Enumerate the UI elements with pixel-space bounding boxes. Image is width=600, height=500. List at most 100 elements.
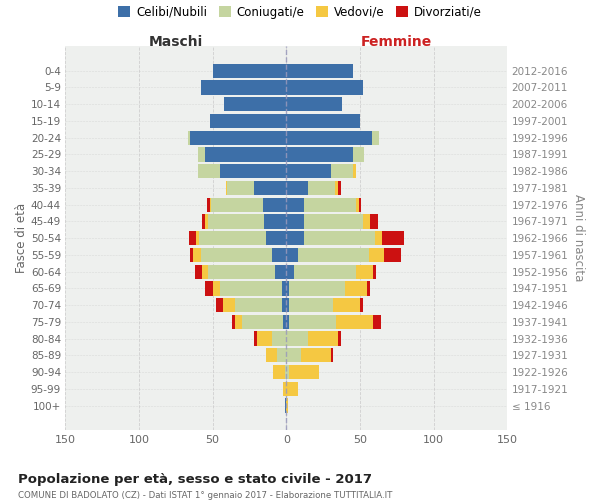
Bar <box>286 114 360 128</box>
Bar <box>353 164 356 178</box>
Bar <box>212 282 220 296</box>
Bar <box>207 198 209 212</box>
Bar <box>215 298 223 312</box>
Bar <box>198 148 205 162</box>
Bar <box>289 282 345 296</box>
Bar <box>282 282 286 296</box>
Legend: Celibi/Nubili, Coniugati/e, Vedovi/e, Divorziati/e: Celibi/Nubili, Coniugati/e, Vedovi/e, Di… <box>113 1 487 24</box>
Bar <box>232 315 235 329</box>
Bar <box>286 298 289 312</box>
Bar <box>193 248 201 262</box>
Bar <box>264 214 286 228</box>
Bar <box>289 315 337 329</box>
Bar <box>188 130 190 145</box>
Bar <box>286 97 343 112</box>
Bar <box>304 198 356 212</box>
Bar <box>359 198 361 212</box>
Bar <box>286 164 331 178</box>
Bar <box>272 248 286 262</box>
Y-axis label: Fasce di età: Fasce di età <box>15 203 28 273</box>
Bar <box>286 181 308 195</box>
Bar <box>266 231 286 246</box>
Text: COMUNE DI BADOLATO (CZ) - Dati ISTAT 1° gennaio 2017 - Elaborazione TUTTITALIA.I: COMUNE DI BADOLATO (CZ) - Dati ISTAT 1° … <box>18 491 392 500</box>
Bar <box>286 148 353 162</box>
Y-axis label: Anni di nascita: Anni di nascita <box>572 194 585 282</box>
Bar <box>286 398 288 412</box>
Bar <box>286 130 372 145</box>
Bar <box>372 130 379 145</box>
Bar <box>382 231 404 246</box>
Bar <box>283 315 286 329</box>
Bar <box>205 282 212 296</box>
Bar <box>272 332 286 345</box>
Bar <box>257 332 272 345</box>
Bar <box>289 365 319 379</box>
Text: Femmine: Femmine <box>361 35 433 49</box>
Text: Popolazione per età, sesso e stato civile - 2017: Popolazione per età, sesso e stato civil… <box>18 472 372 486</box>
Bar <box>373 264 376 279</box>
Bar <box>208 214 264 228</box>
Bar <box>199 231 266 246</box>
Bar <box>286 80 363 94</box>
Bar <box>201 248 272 262</box>
Bar <box>220 164 286 178</box>
Bar <box>209 114 286 128</box>
Bar <box>273 365 285 379</box>
Bar <box>254 181 286 195</box>
Bar <box>308 181 335 195</box>
Bar <box>201 80 286 94</box>
Bar <box>286 332 308 345</box>
Bar <box>286 264 293 279</box>
Bar <box>202 214 205 228</box>
Bar <box>338 181 341 195</box>
Bar <box>254 332 257 345</box>
Bar <box>383 248 401 262</box>
Bar <box>304 231 375 246</box>
Bar <box>286 198 304 212</box>
Bar <box>286 315 289 329</box>
Bar <box>308 332 338 345</box>
Bar <box>335 181 338 195</box>
Bar <box>367 282 370 296</box>
Bar <box>337 315 373 329</box>
Bar <box>226 181 227 195</box>
Bar <box>338 332 341 345</box>
Bar <box>285 398 286 412</box>
Bar <box>286 64 353 78</box>
Bar <box>345 282 367 296</box>
Bar <box>289 298 334 312</box>
Bar <box>360 298 363 312</box>
Bar <box>205 214 208 228</box>
Bar <box>353 148 364 162</box>
Bar <box>235 298 282 312</box>
Bar <box>286 214 304 228</box>
Bar <box>285 365 286 379</box>
Bar <box>373 315 380 329</box>
Bar <box>202 264 208 279</box>
Bar <box>208 264 275 279</box>
Bar <box>286 382 298 396</box>
Bar <box>189 231 196 246</box>
Bar <box>196 231 199 246</box>
Bar <box>277 348 286 362</box>
Bar <box>369 248 383 262</box>
Bar <box>356 264 373 279</box>
Bar <box>205 148 286 162</box>
Text: Maschi: Maschi <box>149 35 203 49</box>
Bar <box>266 348 277 362</box>
Bar <box>283 382 286 396</box>
Bar <box>242 315 283 329</box>
Bar <box>275 264 286 279</box>
Bar <box>356 198 359 212</box>
Bar <box>301 348 331 362</box>
Bar <box>282 298 286 312</box>
Bar <box>334 298 360 312</box>
Bar <box>263 198 286 212</box>
Bar <box>223 298 235 312</box>
Bar <box>293 264 356 279</box>
Bar <box>363 214 370 228</box>
Bar <box>370 214 377 228</box>
Bar <box>331 348 334 362</box>
Bar <box>190 130 286 145</box>
Bar <box>235 315 242 329</box>
